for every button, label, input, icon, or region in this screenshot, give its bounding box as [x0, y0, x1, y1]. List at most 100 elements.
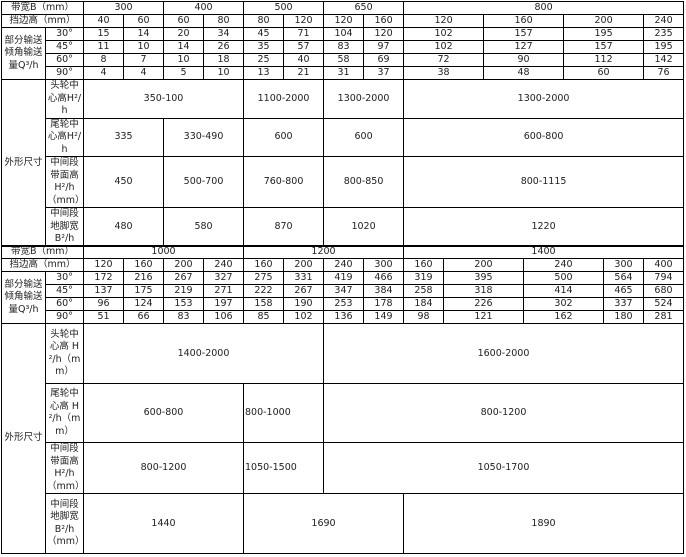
capacity-value: 124 — [123, 297, 164, 311]
capacity-value: 327 — [203, 271, 244, 285]
capacity-value: 275 — [243, 271, 284, 285]
belt-width-value: 400 — [163, 1, 245, 15]
dimension-value: 800-1200 — [323, 383, 684, 443]
dimension-row: 中间段地脚宽 B²/h（mm） 1440 1690 1890 — [2, 493, 684, 554]
dimension-value: 1220 — [403, 207, 685, 247]
capacity-value: 4 — [83, 66, 124, 80]
dimension-value: 350-100 — [82, 79, 245, 119]
capacity-value: 302 — [523, 297, 604, 311]
capacity-value: 419 — [323, 271, 364, 285]
dimension-value: 1050-1700 — [323, 442, 684, 494]
capacity-value: 98 — [403, 310, 444, 324]
dimension-value: 1100-2000 — [243, 79, 325, 119]
flange-height-value: 240 — [323, 258, 364, 272]
dimension-name: 中间段地脚宽B²/h — [45, 207, 84, 247]
flange-height-value: 300 — [603, 258, 644, 272]
dimension-row: 外形尺寸 头轮中心高H²/h 350-100 1100-2000 1300-2000 13… — [1, 79, 685, 247]
spec-table-lower: 带宽B（mm） 1000 1200 1400 挡边高（mm） 120 160 200 240 16… — [1, 245, 684, 554]
capacity-value: 34 — [203, 27, 245, 41]
capacity-value: 90 — [483, 53, 565, 67]
belt-width-value: 1400 — [403, 245, 684, 259]
spec-table-upper: 带宽B（mm） 300 400 500 650 800 挡边高（mm） 40 60 60 80 80 1… — [1, 1, 685, 247]
flange-height-value: 200 — [163, 258, 204, 272]
flange-height-value: 300 — [363, 258, 404, 272]
capacity-value: 97 — [363, 40, 405, 54]
belt-width-value: 1000 — [83, 245, 244, 259]
capacity-value: 26 — [203, 40, 245, 54]
dimension-name: 尾轮中心高H²/h — [45, 117, 84, 157]
capacity-value: 14 — [163, 40, 205, 54]
dimension-value: 1300-2000 — [403, 79, 685, 119]
dimension-row: 外形尺寸 头轮中心高 H²/h（mm） 1400-2000 1600-2000 — [1, 323, 684, 554]
dimension-value: 330-490 — [163, 117, 245, 157]
capacity-value: 235 — [643, 27, 685, 41]
capacity-row: 45° 11 10 14 26 35 57 83 97 102 127 157 195 — [2, 40, 685, 54]
capacity-value: 384 — [363, 284, 404, 298]
capacity-value: 21 — [283, 66, 325, 80]
flange-height-value: 40 — [83, 14, 124, 28]
capacity-value: 267 — [283, 284, 324, 298]
flange-height-value: 160 — [243, 258, 284, 272]
dimension-value: 580 — [163, 207, 245, 247]
dimension-value: 1400-2000 — [83, 323, 324, 384]
capacity-value: 4 — [122, 66, 165, 80]
capacity-row: 部分输送倾角输送量Q³/h 30° 15 14 20 34 45 71 104 120 102 157… — [1, 27, 685, 80]
capacity-value: 10 — [203, 66, 245, 80]
dimension-value: 600 — [243, 117, 325, 157]
capacity-value: 40 — [283, 53, 325, 67]
capacity-value: 319 — [403, 271, 444, 285]
belt-width-value: 500 — [243, 1, 325, 15]
incline-angle: 90° — [45, 310, 84, 324]
flange-height-value: 200 — [443, 258, 524, 272]
dimension-value: 600-800 — [403, 117, 685, 157]
dimension-value: 1440 — [83, 493, 244, 554]
capacity-value: 48 — [483, 66, 565, 80]
capacity-value: 121 — [443, 310, 524, 324]
belt-width-row: 带宽B（mm） 1000 1200 1400 — [1, 245, 684, 259]
dimension-row: 中间段带面高H²/h（mm） 800-1200 1050-1500 1050-1700 — [2, 442, 684, 494]
flange-height-label: 挡边高（mm） — [1, 14, 84, 28]
flange-height-value: 400 — [643, 258, 684, 272]
capacity-value: 524 — [643, 297, 684, 311]
capacity-value: 253 — [323, 297, 364, 311]
capacity-value: 71 — [283, 27, 325, 41]
dimension-value: 1890 — [403, 493, 684, 554]
incline-angle: 60° — [45, 53, 84, 67]
capacity-value: 216 — [123, 271, 164, 285]
capacity-value: 395 — [443, 271, 524, 285]
capacity-value: 66 — [123, 310, 164, 324]
dimension-value: 800-1200 — [83, 442, 244, 494]
capacity-value: 153 — [163, 297, 204, 311]
flange-height-value: 60 — [163, 14, 205, 28]
capacity-value: 175 — [123, 284, 164, 298]
capacity-value: 136 — [323, 310, 364, 324]
dimension-name: 头轮中心高H²/h — [45, 79, 84, 119]
capacity-value: 190 — [283, 297, 324, 311]
capacity-value: 564 — [603, 271, 644, 285]
capacity-value: 14 — [122, 27, 165, 41]
capacity-value: 106 — [203, 310, 244, 324]
flange-height-value: 120 — [83, 258, 124, 272]
belt-width-label: 带宽B（mm） — [1, 1, 84, 15]
capacity-value: 267 — [163, 271, 204, 285]
belt-width-value: 1200 — [243, 245, 404, 259]
capacity-row: 60° 96 124 153 197 158 190 253 178 184 226 302 337 52… — [2, 297, 684, 311]
incline-angle: 90° — [45, 66, 84, 80]
capacity-value: 83 — [163, 310, 204, 324]
capacity-value: 58 — [323, 53, 365, 67]
capacity-value: 7 — [122, 53, 165, 67]
belt-width-label: 带宽B（mm） — [1, 245, 84, 259]
dimension-value: 1020 — [323, 207, 405, 247]
capacity-value: 8 — [83, 53, 124, 67]
capacity-value: 222 — [243, 284, 284, 298]
dimension-row: 尾轮中心高 H²/h（mm） 600-800 800-1000 800-1200 — [2, 383, 684, 443]
capacity-value: 466 — [363, 271, 404, 285]
capacity-value: 83 — [323, 40, 365, 54]
capacity-value: 219 — [163, 284, 204, 298]
capacity-value: 76 — [643, 66, 685, 80]
belt-width-value: 650 — [323, 1, 405, 15]
capacity-value: 318 — [443, 284, 524, 298]
dimension-value: 800-1115 — [403, 156, 685, 208]
dimension-value: 335 — [82, 117, 165, 157]
capacity-value: 162 — [523, 310, 604, 324]
